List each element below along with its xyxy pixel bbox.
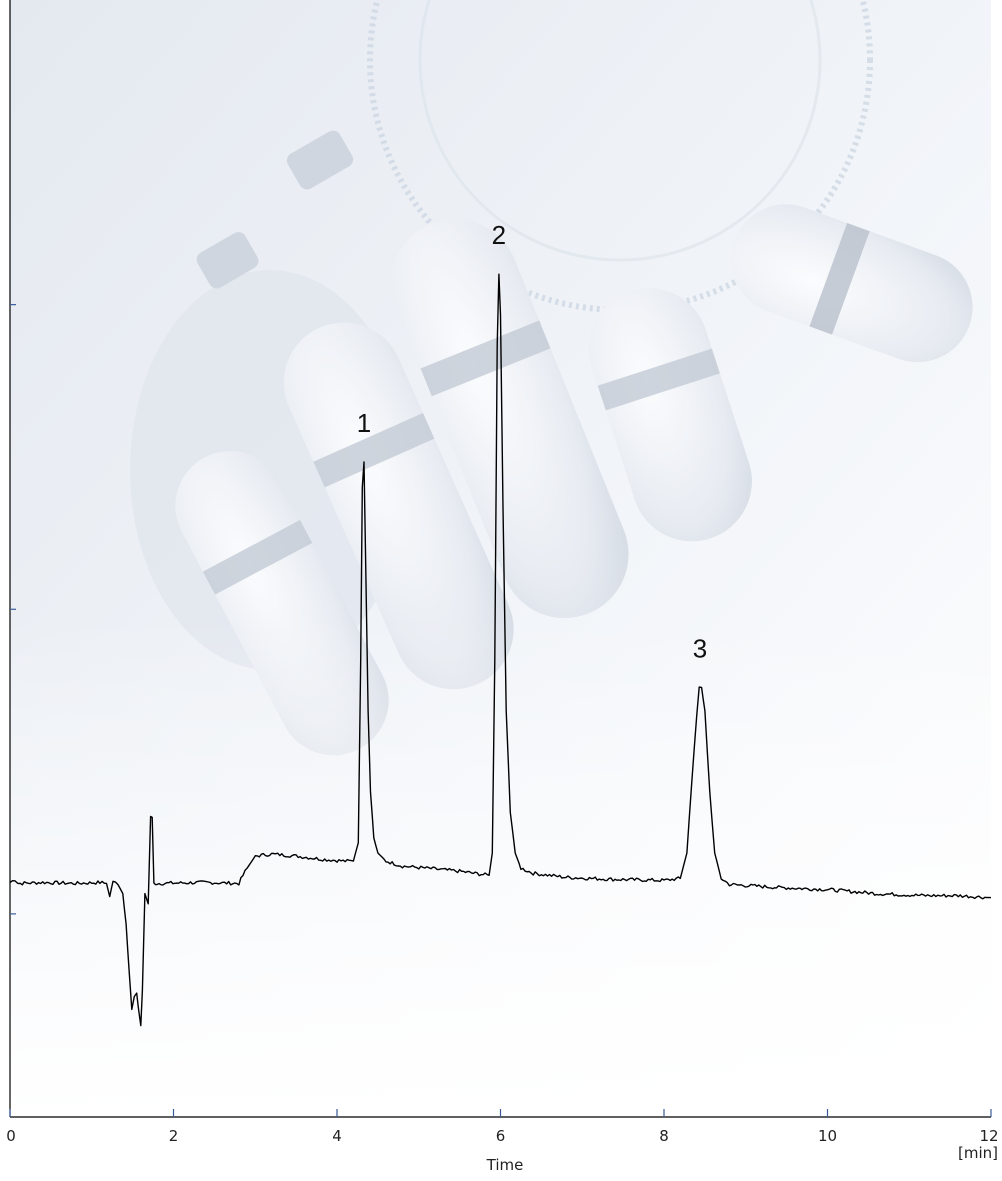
peak-label-3: 3 (693, 633, 707, 663)
y-axis-ticks (10, 304, 16, 915)
robot-hand-watermark (10, 0, 991, 1117)
x-tick-label: 2 (169, 1127, 179, 1145)
chromatogram-trace (9, 273, 992, 1027)
axes: 0 2 4 6 8 10 12 Time [min] (6, 0, 999, 1174)
x-tick-label: 6 (496, 1127, 506, 1145)
peak-label-2: 2 (492, 220, 506, 250)
peak-label-1: 1 (357, 408, 371, 438)
x-tick-label: 0 (6, 1127, 16, 1145)
x-tick-label: 12 (979, 1127, 998, 1145)
x-tick-label: 10 (818, 1127, 837, 1145)
x-axis-label: Time (486, 1156, 524, 1174)
peak-labels: 1 2 3 (357, 220, 707, 663)
x-axis-ticks: 0 2 4 6 8 10 12 (6, 1109, 999, 1145)
x-tick-label: 4 (332, 1127, 342, 1145)
x-tick-label: 8 (659, 1127, 669, 1145)
x-axis-unit: [min] (958, 1144, 998, 1162)
